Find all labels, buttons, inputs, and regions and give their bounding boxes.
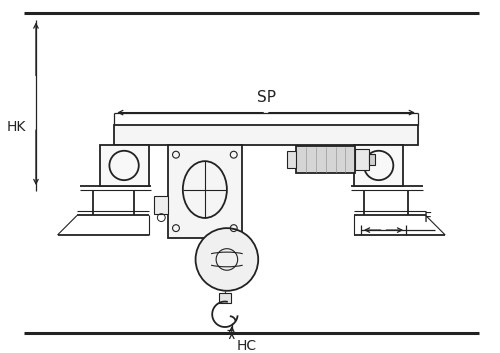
Bar [154,196,168,214]
Text: HK: HK [7,120,26,134]
Bar [100,145,148,186]
Bar [355,149,369,170]
Bar [114,125,418,145]
Bar [219,293,231,303]
Bar [296,146,355,173]
Text: HC: HC [236,339,257,353]
Text: F: F [424,211,432,225]
Bar [168,145,242,238]
Bar [369,154,374,166]
Bar [286,151,296,168]
Bar [354,145,403,186]
Circle shape [196,228,258,291]
Text: SP: SP [256,90,276,105]
